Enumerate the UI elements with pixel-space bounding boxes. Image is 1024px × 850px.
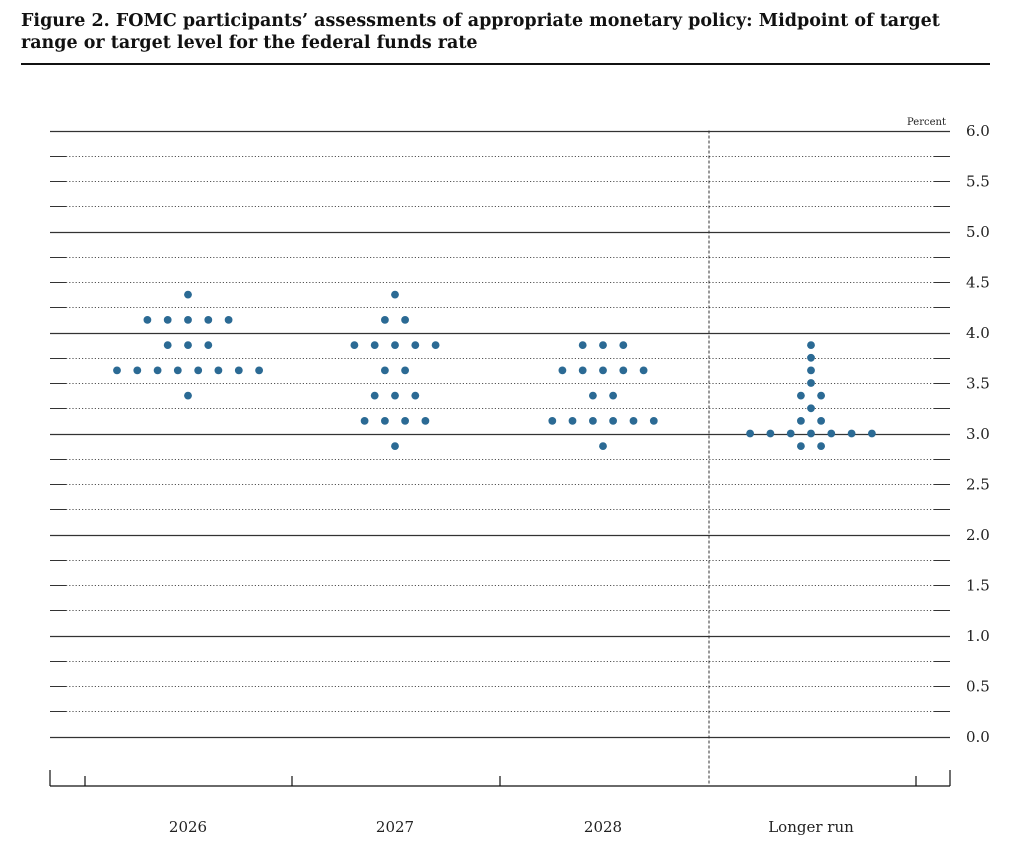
data-dots (113, 290, 876, 450)
participant-dot (609, 391, 617, 400)
participant-dot (807, 379, 815, 387)
axes: 6.0 5.5 5.0 4.5 4.0 3.5 3.0 2.5 2.0 1.5 1.0 0.5 0.0 2… (49, 122, 990, 836)
participant-dot (204, 341, 213, 349)
y-tick-label: 2.5 (966, 476, 990, 494)
participant-dot (153, 366, 162, 375)
participant-dot (184, 290, 192, 299)
participant-dot (827, 429, 836, 438)
participant-dot (204, 316, 213, 324)
participant-dot (381, 366, 389, 375)
participant-dot (381, 417, 389, 425)
participant-dot (797, 391, 805, 400)
participant-dot (224, 316, 233, 324)
participant-dot (797, 442, 805, 450)
participant-dot (807, 404, 815, 413)
participant-dot (401, 316, 409, 324)
unit-label: Percent (907, 117, 946, 128)
y-tick-label: 2.0 (966, 526, 990, 544)
participant-dot (143, 316, 152, 324)
participant-dot (184, 341, 192, 349)
y-tick-label: 0.0 (966, 728, 990, 746)
x-category-label: 2027 (376, 818, 414, 836)
y-tick-label: 1.0 (966, 627, 990, 645)
participant-dot (868, 429, 876, 438)
participant-dot (173, 366, 182, 375)
title-rule (21, 63, 990, 65)
participant-dot (350, 341, 359, 349)
participant-dot (578, 341, 587, 349)
participant-dot (807, 341, 815, 349)
participant-dot (807, 366, 815, 375)
participant-dot (184, 391, 192, 400)
participant-dot (599, 442, 607, 450)
participant-dot (391, 391, 399, 400)
participant-dot (163, 341, 172, 349)
participant-dot (746, 429, 754, 438)
participant-dot (558, 366, 567, 375)
participant-dot (391, 290, 399, 299)
x-category-label: Longer run (768, 818, 854, 836)
participant-dot (360, 417, 369, 425)
participant-dot (578, 366, 587, 375)
x-category-label: 2026 (169, 818, 207, 836)
participant-dot (629, 417, 638, 425)
y-tick-label: 1.5 (966, 577, 990, 595)
participant-dot (786, 429, 795, 438)
participant-dot (234, 366, 243, 375)
participant-dot (214, 366, 223, 375)
participant-dot (411, 391, 420, 400)
participant-dot (431, 341, 440, 349)
participant-dot (113, 366, 121, 375)
participant-dot (797, 417, 805, 425)
participant-dot (649, 417, 658, 425)
participant-dot (411, 341, 420, 349)
participant-dot (619, 341, 628, 349)
participant-dot (589, 417, 597, 425)
y-tick-label: 5.5 (966, 173, 990, 191)
participant-dot (133, 366, 142, 375)
participant-dot (381, 316, 389, 324)
participant-dot (807, 353, 815, 362)
participant-dot (421, 417, 430, 425)
participant-dot (807, 429, 815, 438)
y-tick-label: 5.0 (966, 223, 990, 241)
figure-title: Figure 2. FOMC participants’ assessments… (21, 11, 940, 53)
participant-dot (619, 366, 628, 375)
participant-dot (847, 429, 856, 438)
participant-dot (599, 341, 607, 349)
participant-dot (184, 316, 192, 324)
y-tick-label: 6.0 (966, 122, 990, 140)
y-tick-label: 4.5 (966, 274, 990, 292)
y-tick-label: 3.5 (966, 375, 990, 393)
participant-dot (599, 366, 607, 375)
participant-dot (255, 366, 263, 375)
participant-dot (370, 341, 379, 349)
participant-dot (568, 417, 577, 425)
participant-dot (163, 316, 172, 324)
participant-dot (639, 366, 648, 375)
participant-dot (391, 341, 399, 349)
x-category-label: 2028 (584, 818, 622, 836)
y-tick-label: 4.0 (966, 324, 990, 342)
grid-lines (50, 130, 950, 739)
participant-dot (817, 417, 825, 425)
y-tick-label: 0.5 (966, 678, 990, 696)
participant-dot (548, 417, 557, 425)
participant-dot (817, 391, 825, 400)
participant-dot (766, 429, 775, 438)
participant-dot (401, 366, 409, 375)
participant-dot (609, 417, 617, 425)
participant-dot (589, 391, 597, 400)
participant-dot (194, 366, 203, 375)
participant-dot (391, 442, 399, 450)
participant-dot (401, 417, 409, 425)
y-tick-label: 3.0 (966, 425, 990, 443)
participant-dot (817, 442, 825, 450)
participant-dot (370, 391, 379, 400)
